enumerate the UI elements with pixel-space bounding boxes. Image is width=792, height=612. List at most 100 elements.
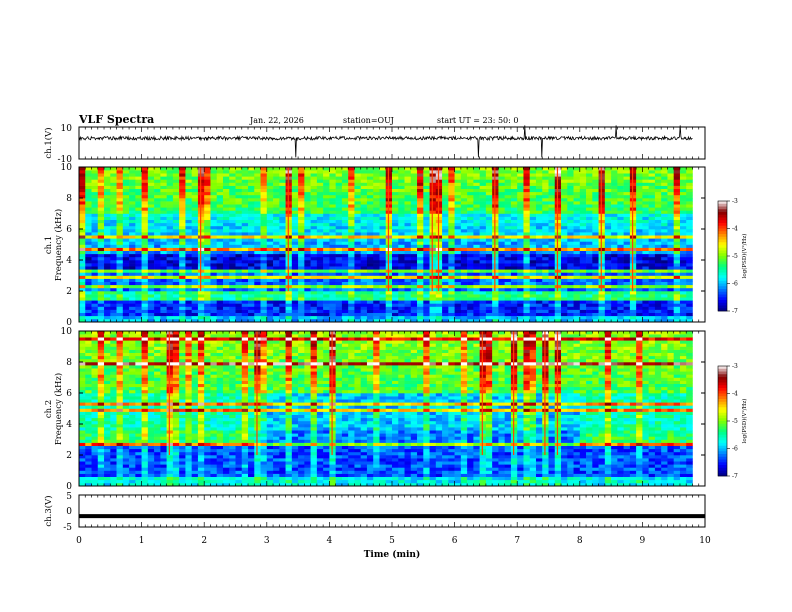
spectrogram-cell [567,294,574,298]
spectrogram-cell [648,318,656,323]
spectrogram-cell [573,284,581,289]
spectrogram-cell [435,297,443,301]
spectrogram-cell [179,312,186,317]
spectrogram-cell [266,185,274,189]
spectrogram-cell [454,216,462,220]
spectrogram-cell [204,253,211,258]
spectrogram-cell [548,287,556,292]
spectrogram-cell [91,210,99,214]
spectrogram-cell [222,315,230,320]
spectrogram-cell [254,241,261,245]
spectrogram-cell [348,229,355,233]
spectrogram-cell [379,238,387,242]
spectrogram-cell [548,179,556,183]
spectrogram-cell [686,284,693,289]
spectrogram-cell [129,278,136,282]
spectrogram-cell [97,306,105,310]
spectrogram-cell [429,315,437,320]
spectrogram-cell [216,269,224,273]
spectrogram-cell [147,287,155,292]
spectrogram-cell [166,303,174,307]
spectrogram-cell [310,182,318,186]
spectrogram-cell [160,229,167,233]
spectrogram-cell [611,272,618,276]
spectrogram-cell [291,176,299,180]
spectrogram-cell [629,303,637,307]
spectrogram-cell [679,287,687,292]
spectrogram-cell [667,216,674,220]
spectrogram-cell [141,201,149,205]
spectrogram-cell [604,284,612,289]
spectrogram-cell [611,241,618,245]
spectrogram-cell [85,309,92,313]
spectrogram-cell [323,185,330,189]
spectrogram-cell [417,250,424,255]
spectrogram-cell [191,247,199,251]
spectrogram-cell [179,278,186,282]
spectrogram-cell [473,287,480,292]
spectrogram-cell [354,306,361,310]
spectrogram-cell [210,247,218,251]
spectrogram-cell [354,287,361,292]
spectrogram-cell [85,225,92,230]
spectrogram-cell [222,176,230,180]
spectrogram-cell [191,284,199,289]
spectrogram-cell [235,198,243,202]
spectrogram-cell [79,238,86,242]
spectrogram-cell [360,219,368,224]
spectrogram-cell [341,232,349,236]
spectrogram-cell [91,269,99,273]
spectrogram-cell [460,272,468,276]
spectrogram-cell [479,287,487,292]
spectrogram-cell [110,297,117,301]
spectrogram-cell [291,213,299,217]
spectrogram-cell [79,250,86,255]
spectrogram-cell [254,315,261,320]
spectrogram-cell [348,275,355,279]
spectrogram-cell [379,297,387,301]
spectrogram-cell [498,198,505,202]
spectrogram-cell [460,256,468,261]
spectrogram-cell [222,303,230,307]
spectrogram-cell [172,235,180,239]
spectrogram-cell [366,194,374,199]
spectrogram-cell [298,210,305,214]
spectrogram-cell [392,247,399,251]
spectrogram-cell [235,318,243,323]
spectrogram-cell [623,241,631,245]
spectrogram-cell [298,173,305,177]
spectrogram-cell [642,241,649,245]
spectrogram-cell [279,173,286,177]
spectrogram-cell [473,232,480,236]
spectrogram-cell [160,176,167,180]
spectrogram-cell [467,198,474,202]
spectrogram-cell [310,306,318,310]
spectrogram-cell [542,312,549,317]
spectrogram-cell [611,229,618,233]
spectrogram-cell [110,287,117,292]
spectrogram-cell [567,219,574,224]
spectrogram-cell [79,455,86,459]
spectrogram-cell [229,207,236,211]
spectrogram-cell [166,241,174,245]
spectrogram-cell [216,309,224,313]
spectrogram-cell [141,176,149,180]
spectrogram-cell [529,176,537,180]
spectrogram-cell [348,232,355,236]
spectrogram-cell [604,278,612,282]
spectrogram-cell [116,225,124,230]
spectrogram-cell [360,179,368,183]
spectrogram-cell [529,207,537,211]
spectrogram-cell [97,247,105,251]
spectrogram-cell [479,281,487,286]
spectrogram-cell [473,300,480,304]
spectrogram-cell [110,241,117,245]
spectrogram-cell [598,294,606,298]
spectrogram-cell [291,238,299,242]
spectrogram-cell [636,182,643,186]
spectrogram-cell [141,272,149,276]
spectrogram-cell [241,235,249,239]
spectrogram-cell [323,291,330,295]
spectrogram-cell [216,241,224,245]
spectrogram-cell [648,315,656,320]
